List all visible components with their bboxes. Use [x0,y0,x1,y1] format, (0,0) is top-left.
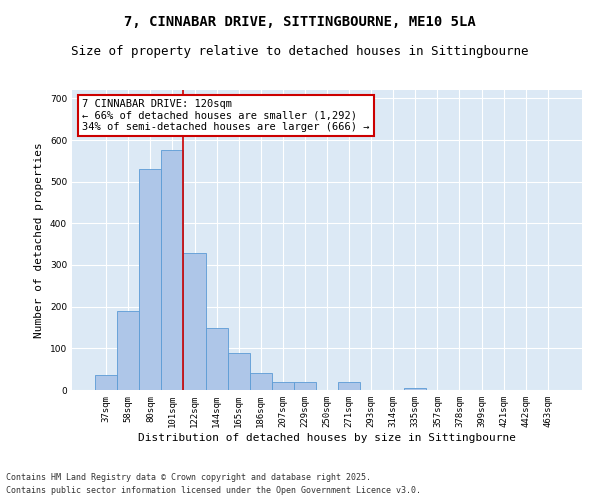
Bar [184,252,206,390]
Bar [338,382,360,390]
Bar [117,311,139,390]
Bar [139,169,161,390]
Bar [95,376,117,390]
Bar [250,374,272,390]
X-axis label: Distribution of detached houses by size in Sittingbourne: Distribution of detached houses by size … [138,432,516,442]
Bar [161,150,184,390]
Text: Size of property relative to detached houses in Sittingbourne: Size of property relative to detached ho… [71,45,529,58]
Bar [294,382,316,390]
Bar [206,328,227,390]
Text: Contains HM Land Registry data © Crown copyright and database right 2025.: Contains HM Land Registry data © Crown c… [6,474,371,482]
Y-axis label: Number of detached properties: Number of detached properties [34,142,44,338]
Text: Contains public sector information licensed under the Open Government Licence v3: Contains public sector information licen… [6,486,421,495]
Text: 7 CINNABAR DRIVE: 120sqm
← 66% of detached houses are smaller (1,292)
34% of sem: 7 CINNABAR DRIVE: 120sqm ← 66% of detach… [82,99,370,132]
Text: 7, CINNABAR DRIVE, SITTINGBOURNE, ME10 5LA: 7, CINNABAR DRIVE, SITTINGBOURNE, ME10 5… [124,15,476,29]
Bar [227,352,250,390]
Bar [404,388,427,390]
Bar [272,382,294,390]
